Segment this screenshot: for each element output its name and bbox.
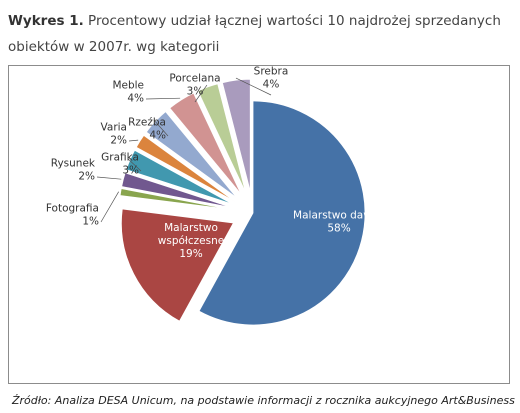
slice-label-6: Varia 2%	[101, 122, 127, 147]
pie-slice-4	[121, 172, 232, 208]
leader-line-5	[127, 158, 142, 172]
slice-label-1: Malarstwo dawne 58%	[293, 210, 385, 235]
slice-label-8: Meble 4%	[112, 80, 144, 105]
leader-line-4	[96, 176, 122, 180]
pie-slice-3	[119, 188, 232, 210]
slice-label-5: Grafika 3%	[101, 152, 139, 177]
leader-line-9	[194, 84, 208, 103]
source-note: Źródło: Analiza DESA Unicum, na podstawi…	[12, 394, 515, 407]
slice-label-3: Fotografia 1%	[46, 203, 99, 228]
leader-line-6	[128, 139, 139, 142]
leader-line-3	[100, 191, 119, 223]
leader-line-7	[153, 119, 169, 137]
chart-title: Wykres 1. Procentowy udział łącznej wart…	[8, 8, 514, 60]
pie-slice-9	[197, 83, 246, 193]
title-text: Procentowy udział łącznej wartości 10 na…	[8, 13, 501, 55]
slice-label-2: Malarstwo współczesne 19%	[158, 222, 224, 260]
chart-frame: Malarstwo dawne 58% Malarstwo współczesne 19…	[8, 65, 510, 384]
leader-line-10	[235, 77, 272, 96]
pie-chart: Malarstwo dawne 58% Malarstwo współczesne 19…	[46, 66, 385, 326]
leader-line-8	[145, 97, 181, 100]
pie-slice-5	[125, 149, 234, 205]
title-lead: Wykres 1.	[8, 13, 84, 29]
slice-label-9: Porcelana 3%	[169, 73, 220, 98]
slice-label-10: Srebra 4%	[254, 66, 289, 91]
pie-slice-10	[221, 78, 251, 192]
pie-slice-8	[169, 92, 242, 195]
pie-slice-2	[121, 208, 235, 322]
pie-slice-1	[198, 100, 366, 326]
slice-label-7: Rzeźba 4%	[128, 117, 166, 142]
pie-slice-6	[135, 134, 235, 202]
slice-label-4: Rysunek 2%	[51, 158, 96, 183]
